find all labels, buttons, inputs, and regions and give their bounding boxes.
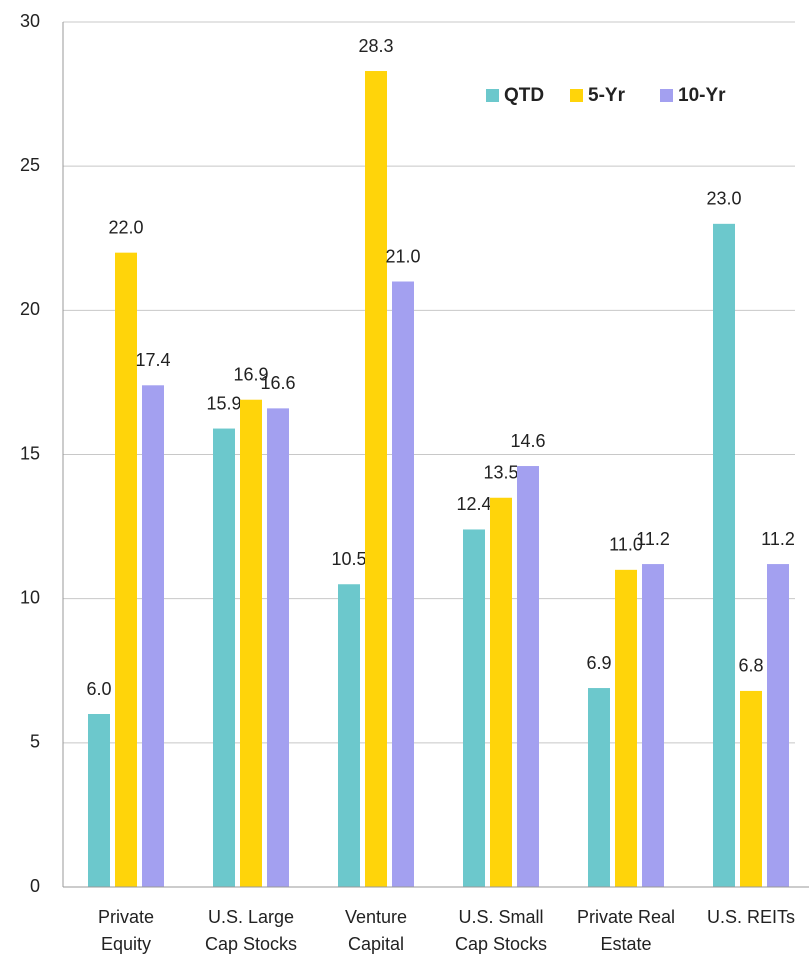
data-label: 23.0 [706,189,741,209]
data-label: 28.3 [358,36,393,56]
bar [115,252,137,887]
y-tick-label: 25 [20,155,40,175]
bar [588,688,610,887]
data-label: 6.9 [586,653,611,673]
y-tick-label: 10 [20,587,40,607]
data-label: 16.6 [260,373,295,393]
bar [463,529,485,887]
bar [365,71,387,888]
y-tick-label: 15 [20,443,40,463]
x-tick-label: U.S. REITs [706,907,795,927]
data-label: 22.0 [108,217,143,237]
data-label: 6.0 [86,679,111,699]
y-tick-label: 5 [30,732,40,752]
data-label: 10.5 [331,549,366,569]
bar [642,564,664,887]
bar [490,497,512,887]
legend-label: 10-Yr [678,85,726,106]
bar [267,408,289,887]
bar [740,690,762,887]
y-tick-label: 20 [20,299,40,319]
legend-swatch [486,89,499,102]
data-label: 11.2 [636,529,670,549]
data-label: 11.2 [761,529,795,549]
bar [338,584,360,887]
bar [767,564,789,887]
y-tick-label: 30 [20,11,40,31]
data-label: 16.9 [233,364,268,384]
bar [713,223,735,888]
data-label: 6.8 [738,656,763,676]
data-label: 21.0 [385,246,420,266]
data-label: 17.4 [135,350,170,370]
data-label: 15.9 [206,393,241,413]
bar [213,428,235,887]
bar [392,281,414,887]
legend-label: 5-Yr [588,85,626,106]
y-tick-label: 0 [30,876,40,896]
legend-swatch [660,89,673,102]
legend-swatch [570,89,583,102]
data-label: 14.6 [510,431,545,451]
bar [142,385,164,887]
x-tick-label: U.S. Small Cap Stocks [454,907,548,954]
bar [517,466,539,887]
legend-label: QTD [504,85,544,106]
x-tick-label: U.S. Large Cap Stocks [204,907,298,954]
data-label: 12.4 [456,494,491,514]
data-label: 13.5 [483,463,518,483]
x-tick-label: Private Equity [97,907,155,954]
bar [615,569,637,887]
x-tick-label: Venture Capital [344,907,408,954]
x-tick-label: Private Real Estate [576,907,676,954]
bar [88,714,110,887]
data-label: 11.0 [609,535,643,555]
bar [240,399,262,887]
